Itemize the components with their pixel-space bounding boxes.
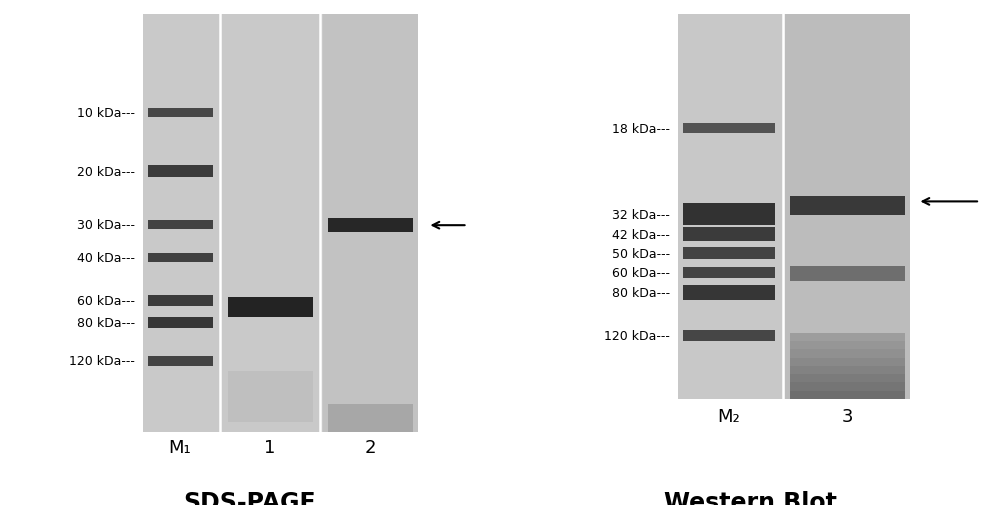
Bar [785, 15, 910, 399]
Bar [682, 330, 775, 341]
Bar [148, 220, 213, 229]
Text: 30 kDa---: 30 kDa--- [77, 218, 135, 231]
Bar [790, 196, 905, 216]
Bar [790, 266, 905, 281]
Bar [148, 356, 213, 366]
Text: 60 kDa---: 60 kDa--- [612, 266, 670, 279]
Text: 10 kDa---: 10 kDa--- [77, 107, 135, 120]
Bar [790, 383, 905, 391]
Bar [328, 404, 413, 432]
Text: 18 kDa---: 18 kDa--- [612, 122, 670, 135]
Bar [148, 295, 213, 306]
Text: 120 kDa---: 120 kDa--- [604, 329, 670, 342]
Bar [143, 15, 418, 432]
Text: 80 kDa---: 80 kDa--- [612, 286, 670, 299]
Text: 42 kDa---: 42 kDa--- [612, 228, 670, 241]
Bar [682, 124, 775, 133]
Text: 80 kDa---: 80 kDa--- [77, 317, 135, 330]
Text: 32 kDa---: 32 kDa--- [612, 208, 670, 221]
Bar [682, 228, 775, 242]
Text: Western Blot: Western Blot [664, 490, 836, 505]
Bar [790, 341, 905, 349]
Bar [682, 267, 775, 278]
Bar [790, 391, 905, 399]
Bar [148, 166, 213, 177]
Bar [790, 358, 905, 366]
Bar [790, 349, 905, 358]
Text: SDS-PAGE: SDS-PAGE [184, 490, 316, 505]
Bar [148, 318, 213, 329]
Bar [148, 253, 213, 262]
Text: 1: 1 [264, 438, 276, 456]
Text: 20 kDa---: 20 kDa--- [77, 165, 135, 178]
Bar [328, 219, 413, 233]
Bar [790, 333, 905, 341]
Text: M₁: M₁ [169, 438, 191, 456]
Text: 3: 3 [842, 408, 853, 426]
Bar [790, 374, 905, 383]
Bar [682, 286, 775, 300]
Text: 50 kDa---: 50 kDa--- [612, 247, 670, 260]
Bar [228, 371, 312, 422]
Text: 40 kDa---: 40 kDa--- [77, 251, 135, 264]
Bar [228, 297, 312, 317]
Bar [322, 15, 418, 432]
Bar [790, 366, 905, 374]
Text: 2: 2 [364, 438, 376, 456]
Bar [148, 109, 213, 118]
Text: M₂: M₂ [718, 408, 740, 426]
Bar [682, 248, 775, 259]
Text: 120 kDa---: 120 kDa--- [69, 355, 135, 368]
Bar [678, 15, 910, 399]
Bar [682, 204, 775, 225]
Text: 60 kDa---: 60 kDa--- [77, 294, 135, 307]
